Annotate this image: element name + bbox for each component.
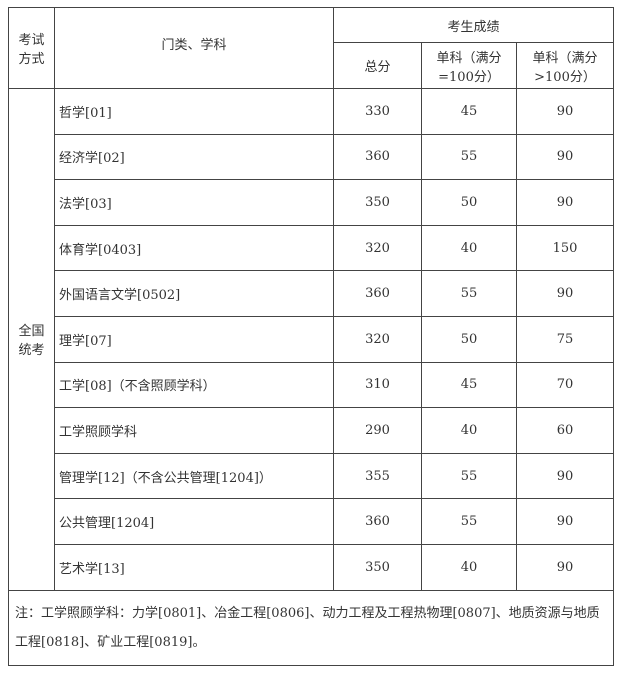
table-row: 工学[08]（不含照顾学科） 310 45 70: [9, 361, 614, 409]
subject-cell: 艺术学[13]: [54, 543, 334, 591]
subject-cell: 经济学[02]: [54, 133, 334, 181]
single-100-cell: 50: [421, 179, 517, 226]
table-row: 法学[03] 350 50 90: [9, 179, 614, 226]
subject-cell: 公共管理[1204]: [54, 498, 334, 545]
single-over100-cell: 60: [516, 407, 614, 454]
total-cell: 310: [333, 361, 422, 409]
single-100-cell: 55: [421, 270, 517, 317]
single-over100-cell: 90: [516, 88, 614, 135]
total-cell: 360: [333, 133, 422, 181]
single-over100-cell: 90: [516, 543, 614, 591]
table-row: 体育学[0403] 320 40 150: [9, 224, 614, 272]
total-cell: 320: [333, 224, 422, 272]
single-100-cell: 55: [421, 452, 517, 500]
table-row: 公共管理[1204] 360 55 90: [9, 498, 614, 545]
subject-cell: 法学[03]: [54, 179, 334, 226]
subject-cell: 外国语言文学[0502]: [54, 270, 334, 317]
single-over100-cell: 90: [516, 452, 614, 500]
single-100-cell: 40: [421, 543, 517, 591]
single-100-cell: 40: [421, 407, 517, 454]
total-cell: 330: [333, 88, 422, 135]
header-total: 总分: [333, 42, 422, 89]
single-100-cell: 55: [421, 133, 517, 181]
total-cell: 350: [333, 543, 422, 591]
single-over100-cell: 90: [516, 179, 614, 226]
single-100-cell: 45: [421, 88, 517, 135]
single-over100-cell: 75: [516, 315, 614, 363]
header-single-100: 单科（满分=100分）: [421, 42, 517, 89]
total-cell: 320: [333, 315, 422, 363]
header-category: 门类、学科: [54, 7, 334, 89]
subject-cell: 理学[07]: [54, 315, 334, 363]
footnote: 注：工学照顾学科：力学[0801]、冶金工程[0806]、动力工程及工程热物理[…: [8, 589, 614, 666]
score-table: 考试方式 门类、学科 考生成绩 总分 单科（满分=100分） 单科（满分>100…: [8, 7, 614, 666]
total-cell: 355: [333, 452, 422, 500]
table-row: 管理学[12]（不含公共管理[1204]） 355 55 90: [9, 452, 614, 500]
single-over100-cell: 150: [516, 224, 614, 272]
subject-cell: 管理学[12]（不含公共管理[1204]）: [54, 452, 334, 500]
single-over100-cell: 70: [516, 361, 614, 409]
single-over100-cell: 90: [516, 133, 614, 181]
single-100-cell: 45: [421, 361, 517, 409]
subject-cell: 体育学[0403]: [54, 224, 334, 272]
method-cell: 全国统考: [8, 88, 55, 591]
single-100-cell: 50: [421, 315, 517, 363]
single-over100-cell: 90: [516, 270, 614, 317]
table-row: 工学照顾学科 290 40 60: [9, 407, 614, 454]
header-single-over100: 单科（满分>100分）: [516, 42, 614, 89]
subject-cell: 工学[08]（不含照顾学科）: [54, 361, 334, 409]
table-row: 外国语言文学[0502] 360 55 90: [9, 270, 614, 317]
subject-cell: 工学照顾学科: [54, 407, 334, 454]
total-cell: 350: [333, 179, 422, 226]
single-100-cell: 40: [421, 224, 517, 272]
single-100-cell: 55: [421, 498, 517, 545]
subject-cell: 哲学[01]: [54, 88, 334, 135]
total-cell: 290: [333, 407, 422, 454]
single-over100-cell: 90: [516, 498, 614, 545]
table-row: 经济学[02] 360 55 90: [9, 133, 614, 181]
header-scores: 考生成绩: [333, 7, 614, 43]
total-cell: 360: [333, 498, 422, 545]
total-cell: 360: [333, 270, 422, 317]
header-method: 考试方式: [8, 7, 55, 89]
table-row: 艺术学[13] 350 40 90: [9, 543, 614, 591]
table-row: 理学[07] 320 50 75: [9, 315, 614, 363]
table-row: 全国统考 哲学[01] 330 45 90: [8, 88, 614, 591]
